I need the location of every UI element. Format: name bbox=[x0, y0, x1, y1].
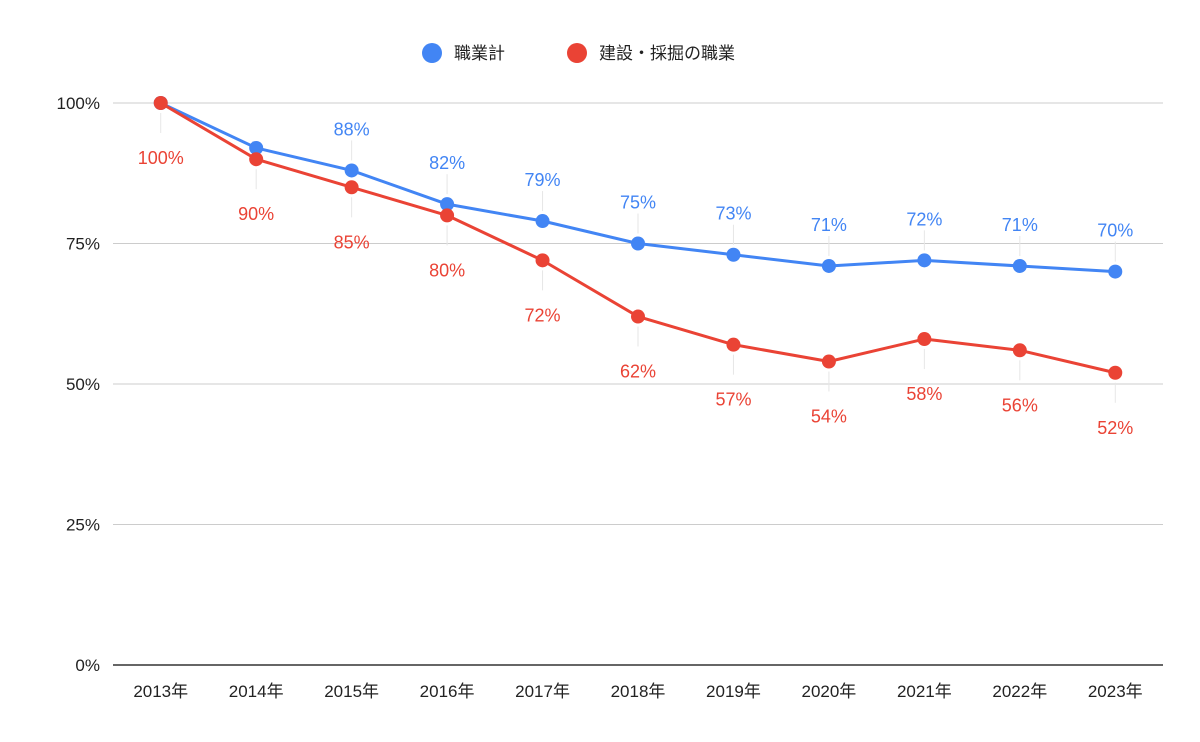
x-tick-label: 2023年 bbox=[1088, 682, 1143, 701]
data-label: 62% bbox=[620, 362, 656, 382]
data-point[interactable] bbox=[1108, 264, 1123, 279]
data-label: 70% bbox=[1097, 221, 1133, 241]
data-point[interactable] bbox=[440, 208, 455, 223]
data-label: 72% bbox=[525, 305, 561, 325]
data-label: 52% bbox=[1097, 418, 1133, 438]
series-1: 88% 82% 79% 75% 73% 71% 72% 71% 70% bbox=[153, 96, 1133, 279]
data-label: 56% bbox=[1002, 395, 1038, 415]
legend: 職業計 建設・採掘の職業 bbox=[422, 43, 735, 63]
data-point[interactable] bbox=[1012, 343, 1027, 358]
x-axis: 2013年 2014年 2015年 2016年 2017年 2018年 2019年 2020年… bbox=[133, 682, 1142, 701]
legend-marker-icon bbox=[422, 43, 442, 63]
x-tick-label: 2020年 bbox=[801, 682, 856, 701]
legend-marker-icon bbox=[567, 43, 587, 63]
data-label: 71% bbox=[1002, 215, 1038, 235]
data-point[interactable] bbox=[249, 140, 264, 155]
data-point[interactable] bbox=[535, 253, 550, 268]
data-point[interactable] bbox=[917, 332, 932, 347]
data-point[interactable] bbox=[535, 214, 550, 229]
y-axis: 0% 25% 50% 75% 100% bbox=[57, 94, 100, 675]
y-tick-label: 75% bbox=[66, 235, 100, 254]
series-2: 100% 90% 85% 80% 72% 62% 57% 54% 58% 56% 52% bbox=[138, 96, 1133, 438]
y-tick-label: 25% bbox=[66, 516, 100, 535]
data-label: 82% bbox=[429, 153, 465, 173]
data-point[interactable] bbox=[153, 96, 168, 110]
legend-label: 職業計 bbox=[454, 44, 505, 63]
data-point[interactable] bbox=[631, 309, 645, 324]
legend-item[interactable]: 職業計 bbox=[422, 43, 505, 63]
legend-item[interactable]: 建設・採掘の職業 bbox=[567, 43, 735, 63]
data-point[interactable] bbox=[726, 337, 741, 352]
data-label: 58% bbox=[906, 384, 942, 404]
data-point[interactable] bbox=[821, 258, 836, 273]
x-tick-label: 2015年 bbox=[324, 682, 379, 701]
data-label: 57% bbox=[715, 390, 751, 410]
x-tick-label: 2022年 bbox=[992, 682, 1047, 701]
series-group: 88% 82% 79% 75% 73% 71% 72% 71% 70% 100% 90% 85% 80%… bbox=[138, 96, 1133, 438]
data-label: 88% bbox=[334, 119, 370, 139]
data-label: 71% bbox=[811, 215, 847, 235]
y-tick-label: 0% bbox=[75, 656, 100, 675]
legend-label: 建設・採掘の職業 bbox=[599, 44, 735, 63]
data-point[interactable] bbox=[631, 236, 645, 251]
data-point[interactable] bbox=[344, 180, 359, 195]
data-point[interactable] bbox=[821, 354, 836, 369]
data-point[interactable] bbox=[917, 253, 932, 268]
x-tick-label: 2021年 bbox=[897, 682, 952, 701]
data-label: 100% bbox=[138, 148, 184, 168]
x-tick-label: 2014年 bbox=[229, 682, 284, 701]
data-label: 73% bbox=[715, 204, 751, 224]
data-label: 80% bbox=[429, 260, 465, 280]
x-tick-label: 2017年 bbox=[515, 682, 570, 701]
x-tick-label: 2016年 bbox=[420, 682, 475, 701]
y-tick-label: 100% bbox=[57, 94, 100, 113]
data-point[interactable] bbox=[344, 163, 359, 178]
y-tick-label: 50% bbox=[66, 375, 100, 394]
x-tick-label: 2018年 bbox=[611, 682, 666, 701]
gridlines bbox=[113, 102, 1163, 666]
data-label: 54% bbox=[811, 407, 847, 427]
data-point[interactable] bbox=[726, 247, 741, 262]
data-label: 90% bbox=[238, 204, 274, 224]
data-label: 85% bbox=[334, 232, 370, 252]
data-label: 72% bbox=[906, 209, 942, 229]
data-label: 79% bbox=[525, 170, 561, 190]
x-tick-label: 2019年 bbox=[706, 682, 761, 701]
data-point[interactable] bbox=[249, 152, 264, 167]
data-label: 75% bbox=[620, 193, 656, 213]
data-point[interactable] bbox=[440, 197, 455, 212]
x-tick-label: 2013年 bbox=[133, 682, 188, 701]
data-point[interactable] bbox=[1012, 258, 1027, 273]
data-point[interactable] bbox=[1108, 365, 1123, 380]
